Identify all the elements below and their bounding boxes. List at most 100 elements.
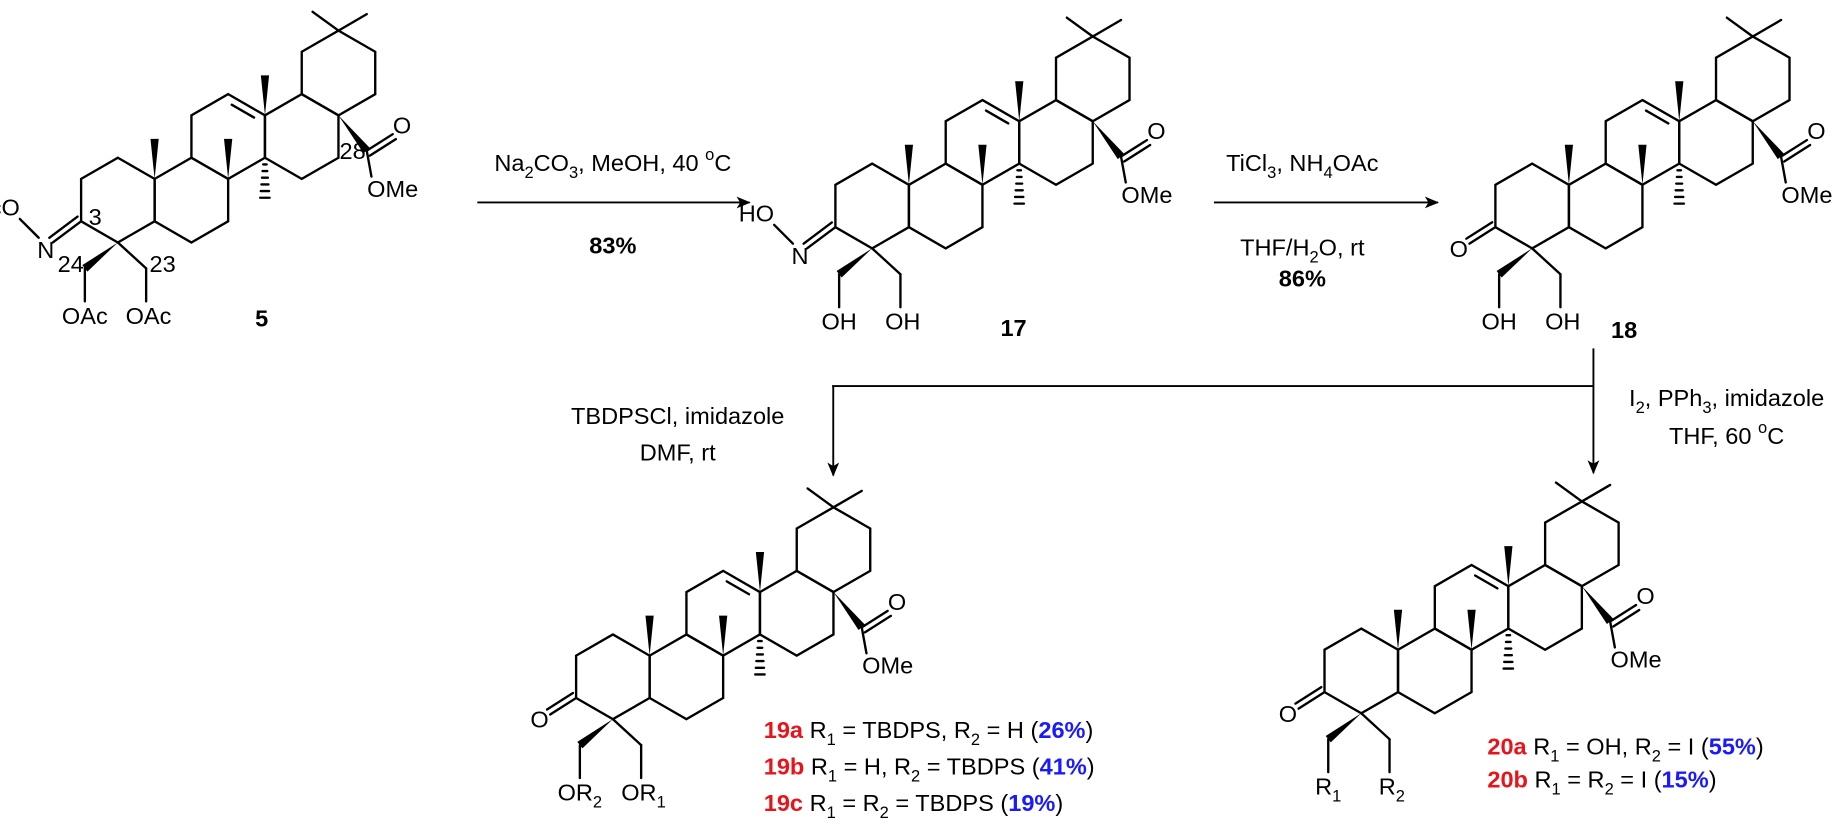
bond <box>1608 603 1638 623</box>
reagents: I2, PPh3, imidazole <box>1629 385 1824 417</box>
text-part: DMF, rt <box>640 440 716 466</box>
text-part: 3 <box>569 164 578 182</box>
bond <box>1297 690 1326 710</box>
wedge-bond <box>1581 586 1614 625</box>
bond <box>870 247 902 276</box>
yield: 55% <box>1709 734 1756 760</box>
wedge-bond <box>1393 609 1403 650</box>
yield: 19% <box>1008 790 1055 816</box>
label: OMe <box>1611 647 1662 673</box>
text-part: 2 <box>524 164 533 182</box>
ring <box>1567 162 1644 250</box>
text-part: o <box>705 146 714 164</box>
bond <box>1751 18 1783 38</box>
text-part: ) <box>1709 767 1717 793</box>
bond <box>1360 712 1391 741</box>
ring <box>1714 35 1791 123</box>
text-part: 2 <box>911 768 920 786</box>
text-part: 1 <box>828 768 837 786</box>
wedge-bond <box>1564 144 1574 185</box>
bond <box>1065 16 1094 38</box>
ring <box>648 633 725 721</box>
bond <box>1580 483 1612 503</box>
text-part: THF/H <box>1240 235 1309 261</box>
label: OMe <box>862 653 913 679</box>
text-part: = I ( <box>1614 767 1662 793</box>
text-part: Na <box>494 150 525 176</box>
rich-label: OR2 <box>558 780 603 812</box>
bond <box>1779 138 1809 158</box>
rich-label: OH <box>821 309 856 335</box>
text-part: = R <box>1561 767 1605 793</box>
text-part: OH <box>1481 309 1516 335</box>
text-part: 1 <box>827 804 836 822</box>
bond <box>311 10 340 32</box>
product-id: 19a <box>764 717 804 743</box>
double-bond <box>368 137 398 157</box>
wedge-bond <box>978 144 987 185</box>
text-part: , MeOH, 40 <box>578 150 705 176</box>
product-line: 19b R1 = H, R2 = TBDPS (41%) <box>764 754 1095 786</box>
yield: 41% <box>1040 754 1087 780</box>
text-part: OR <box>621 780 656 806</box>
bond <box>1091 18 1123 38</box>
text-part: 3 <box>1267 164 1276 182</box>
product-line: 20b R1 = R2 = I (15%) <box>1487 767 1716 799</box>
wedge-bond <box>260 75 270 116</box>
text-part: C <box>714 150 731 176</box>
rich-label: OAc <box>126 303 172 329</box>
ring <box>263 92 340 181</box>
text-part: 2 <box>880 804 889 822</box>
label: 86% <box>1279 265 1326 291</box>
double-bond <box>1294 685 1323 705</box>
product-id: 19c <box>764 790 803 816</box>
text-part: R <box>803 790 827 816</box>
text-part: OH <box>1545 309 1580 335</box>
text-part: O, rt <box>1319 235 1365 261</box>
rich-label: OH <box>1481 309 1516 335</box>
double-bond <box>48 215 79 239</box>
text-part: TBDPSCl, imidazole <box>571 403 784 429</box>
label: 28 <box>339 138 365 164</box>
wedge-bond <box>224 138 233 179</box>
wedge-bond <box>1092 121 1125 160</box>
rich-label: OH <box>885 309 920 335</box>
ring <box>1018 98 1094 187</box>
text-part: OH <box>821 309 856 335</box>
label: OMe <box>1781 182 1832 208</box>
label: O <box>1807 118 1825 144</box>
wedge-bond <box>150 138 159 179</box>
ring <box>1494 162 1571 250</box>
ring <box>1323 627 1400 715</box>
rich-label: OH <box>1545 309 1580 335</box>
text-part: 2 <box>1605 781 1614 799</box>
bond <box>1779 155 1787 184</box>
bond <box>1119 138 1149 158</box>
label: 23 <box>150 251 176 277</box>
text-part: ) <box>1087 754 1095 780</box>
reagents: THF, 60 oC <box>1669 419 1784 449</box>
double-bond <box>1612 608 1641 628</box>
double-bond <box>863 614 893 634</box>
reagents: TiCl3, NH4OAc <box>1226 150 1379 182</box>
text-part: OR <box>558 780 593 806</box>
text-part: = TBDPS, R <box>836 717 971 743</box>
text-part: , NH <box>1276 150 1323 176</box>
text-part: , imidazole <box>1712 385 1825 411</box>
wedge-bond <box>719 615 728 656</box>
text-part: ) <box>1756 734 1764 760</box>
bond <box>1725 16 1754 38</box>
text-part: R <box>804 754 828 780</box>
text-part: = TBDPS ( <box>920 754 1040 780</box>
bond <box>1554 481 1584 503</box>
reagents: DMF, rt <box>640 440 716 466</box>
text-part: 1 <box>657 794 666 812</box>
double-bond <box>1123 143 1152 163</box>
text-part: 1 <box>827 731 836 749</box>
bond <box>860 626 868 655</box>
wedge-bond <box>82 242 118 272</box>
wedge-bond <box>755 552 765 593</box>
double-bond <box>545 691 575 711</box>
label: N <box>37 237 54 263</box>
